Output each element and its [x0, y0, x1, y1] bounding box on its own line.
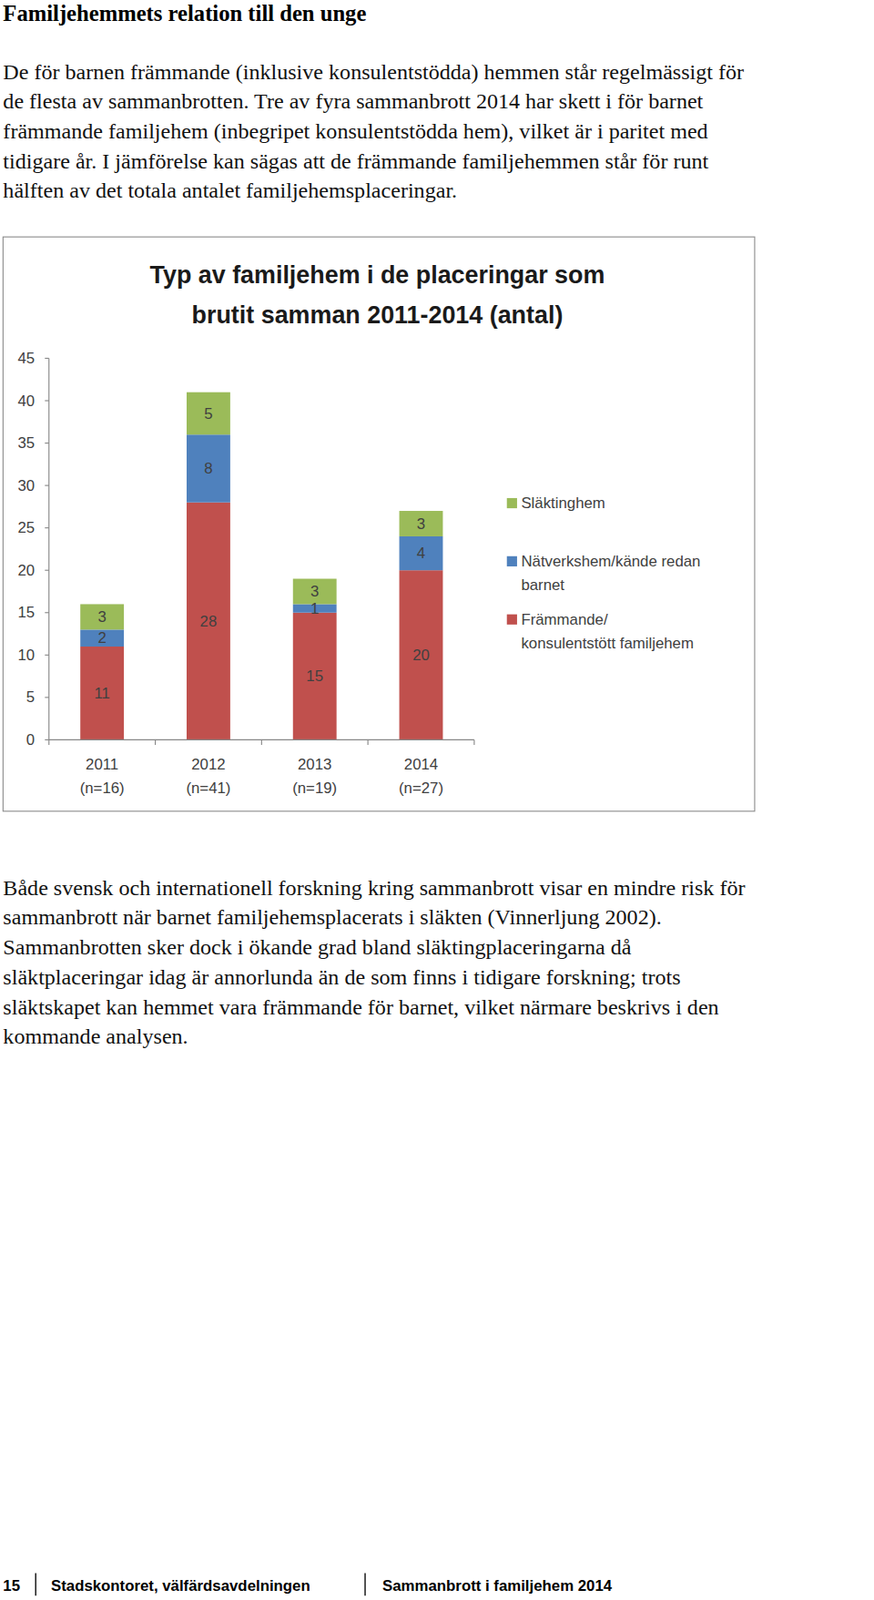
x-tick-label: 2012 (n=41) — [185, 755, 231, 797]
bar-segment — [399, 510, 444, 537]
paragraph-line: sammanbrott när barnet familjehemsplacer… — [2, 904, 661, 929]
y-tick — [44, 527, 49, 529]
data-label: 20 — [412, 646, 430, 664]
y-tick — [44, 739, 49, 741]
bar-segment — [186, 434, 231, 502]
footer-report: Sammanbrott i familjehem 2014 — [382, 1576, 613, 1595]
bar-segment — [293, 612, 337, 741]
x-tick-label-line: 2013 — [297, 755, 332, 773]
legend-label: Nätverkshem/kände redan barnet — [520, 552, 701, 594]
x-band-tick — [48, 739, 50, 745]
page-background — [0, 0, 874, 1599]
bar-segment — [80, 629, 124, 647]
paragraph-line: de flesta av sammanbrotten. Tre av fyra … — [2, 89, 703, 113]
legend-swatch — [507, 497, 518, 509]
footer-department: Stadskontoret, välfärdsavdelningen — [50, 1576, 311, 1595]
bar-segment — [399, 569, 444, 740]
paragraph-line: släktplaceringar idag är annorlunda än d… — [2, 965, 681, 989]
data-label: 15 — [305, 667, 324, 685]
data-label: 3 — [416, 515, 426, 533]
y-tick — [44, 654, 49, 656]
heading: Familjehemmets relation till den unge — [2, 0, 366, 26]
footer-page: 15 — [2, 1576, 21, 1595]
data-label: 1 — [310, 599, 319, 618]
x-tick-label-line: (n=16) — [80, 779, 125, 797]
data-label: 11 — [93, 684, 110, 702]
x-tick-label-line: (n=41) — [185, 779, 231, 797]
chart-title: Typ av familjehem i de placeringar som br… — [150, 261, 606, 330]
footer-separator — [364, 1573, 366, 1596]
paragraph-line: främmande familjehem (inbegripet konsule… — [2, 119, 708, 143]
data-label: 3 — [310, 582, 319, 600]
legend-label: Främmande/konsulentstött familjehem — [520, 610, 694, 652]
y-tick-label: 20 — [17, 561, 35, 580]
bar-segment — [80, 603, 124, 630]
chart-title-line: Typ av familjehem i de placeringar som — [150, 261, 606, 289]
y-tick-label: 0 — [26, 731, 35, 749]
paragraph-line: Både svensk och internationell forskning… — [2, 875, 745, 900]
legend-label-line: barnet — [520, 576, 565, 594]
paragraph-line: Sammanbrotten sker dock i ökande grad bl… — [2, 934, 631, 959]
data-label: 8 — [203, 459, 213, 478]
y-tick — [44, 696, 49, 698]
legend-label: Släktinghem — [520, 494, 605, 512]
bar-segment — [186, 502, 231, 741]
footer-separator — [35, 1573, 37, 1596]
paragraph-line: tidigare år. I jämförelse kan sägas att … — [2, 149, 709, 173]
bar-segment — [399, 536, 444, 570]
legend-label-line: konsulentstött familjehem — [520, 634, 694, 652]
y-tick — [44, 485, 49, 487]
x-band-tick — [367, 739, 369, 745]
bars — [80, 392, 443, 741]
x-tick-label-line: 2014 — [404, 755, 438, 773]
y-tick-label: 15 — [17, 603, 35, 621]
x-tick-label: 2013 (n=19) — [292, 755, 337, 797]
paragraph-line: släktskapet kan hemmet vara främmande fö… — [2, 995, 719, 1019]
data-label: 4 — [416, 544, 426, 562]
page: Familjehemmets relation till den unge De … — [0, 0, 874, 1600]
y-axis — [48, 357, 50, 740]
y-tick-label: 5 — [26, 688, 35, 706]
x-tick-label-line: (n=19) — [292, 779, 337, 797]
x-tick-label: 2011 (n=16) — [80, 755, 125, 797]
legend-swatch — [507, 556, 518, 567]
bar-segment — [80, 646, 124, 740]
legend-label-line: Nätverkshem/kände redan — [520, 552, 701, 570]
legend-swatch — [507, 614, 518, 625]
x-tick-label-line: (n=27) — [398, 779, 444, 797]
paragraph-line: hälften av det totala antalet familjehem… — [2, 178, 458, 203]
y-tick-label: 40 — [17, 392, 35, 410]
x-tick-label-line: 2012 — [191, 755, 225, 773]
x-tick-label-line: 2011 — [85, 755, 119, 773]
y-tick — [44, 569, 49, 571]
y-tick-label: 35 — [17, 434, 35, 452]
chart-title-line: brutit samman 2011-2014 (antal) — [192, 301, 564, 329]
y-tick — [44, 611, 49, 613]
legend-label-line: Släktinghem — [520, 494, 605, 512]
y-tick-label: 10 — [17, 646, 35, 664]
data-label: 5 — [203, 405, 213, 423]
y-tick — [44, 357, 49, 359]
data-label: 2 — [97, 629, 106, 647]
x-band-tick — [261, 739, 263, 745]
bar-segment — [186, 392, 231, 436]
data-label: 3 — [97, 608, 106, 626]
paragraph-line: kommande analysen. — [2, 1024, 188, 1048]
y-tick-label: 45 — [17, 349, 35, 367]
legend-label-line: Främmande/ — [520, 610, 609, 629]
x-band-tick — [473, 739, 475, 745]
chart-frame — [2, 236, 755, 812]
y-tick — [44, 399, 49, 401]
y-tick-label: 25 — [17, 518, 35, 537]
x-band-tick — [154, 739, 156, 745]
x-tick-label: 2014 (n=27) — [398, 755, 444, 797]
y-tick — [44, 442, 49, 444]
y-tick-label: 30 — [17, 477, 35, 495]
data-label: 28 — [200, 612, 218, 631]
paragraph-line: De för barnen främmande (inklusive konsu… — [2, 60, 744, 84]
